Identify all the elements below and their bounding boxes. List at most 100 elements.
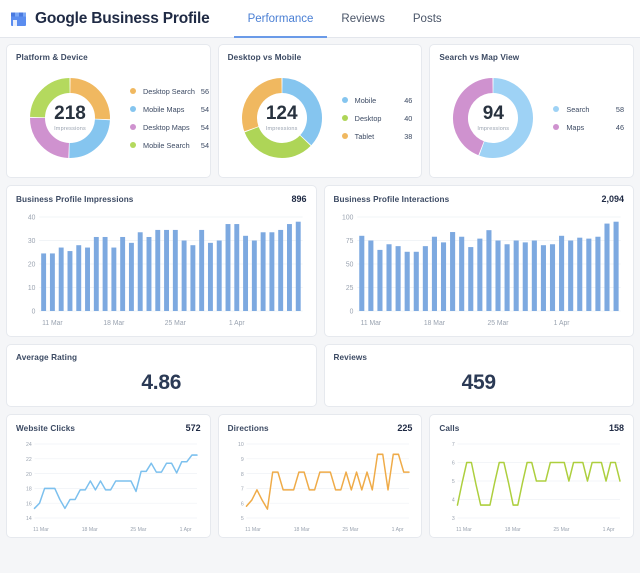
- platform-device-donut-chart: 218 Impressions: [22, 70, 118, 166]
- legend-value: 54: [200, 122, 210, 132]
- card-total-directions: 225: [397, 423, 413, 433]
- legend-label: Tablet: [354, 131, 375, 141]
- legend-search-vs-map: Search 58 Maps 46: [541, 105, 624, 132]
- card-title-search-vs-map-view: Search vs Map View: [439, 53, 520, 62]
- donut-row: Platform & Device 218 Impressions Deskto…: [6, 44, 635, 178]
- svg-text:18 Mar: 18 Mar: [505, 527, 521, 533]
- card-title-website-clicks: Website Clicks: [16, 424, 76, 433]
- tab-performance[interactable]: Performance: [233, 0, 328, 38]
- website-clicks-chart: 14 16 18 20 22 24 11 Mar 18 Mar 25 Mar 1 Apr: [16, 438, 201, 536]
- svg-text:100: 100: [342, 215, 353, 222]
- svg-text:25 Mar: 25 Mar: [165, 320, 187, 327]
- svg-text:24: 24: [26, 442, 32, 448]
- svg-text:1 Apr: 1 Apr: [391, 527, 403, 533]
- legend-item[interactable]: Mobile 46: [341, 95, 413, 105]
- svg-text:18 Mar: 18 Mar: [423, 320, 445, 327]
- svg-text:1 Apr: 1 Apr: [180, 527, 192, 533]
- svg-text:4: 4: [452, 498, 455, 504]
- svg-text:6: 6: [452, 461, 455, 467]
- svg-text:7: 7: [240, 486, 243, 492]
- main-tabs: Performance Reviews Posts: [233, 0, 456, 38]
- svg-text:5: 5: [452, 479, 455, 485]
- card-business-profile-interactions: Business Profile Interactions 2,094 0 25 5…: [323, 185, 634, 337]
- desktop-vs-mobile-donut-chart: 124 Impressions: [234, 70, 330, 166]
- svg-text:25 Mar: 25 Mar: [342, 527, 358, 533]
- svg-text:7: 7: [452, 442, 455, 448]
- card-title-calls: Calls: [439, 424, 460, 433]
- card-directions: Directions 225 5 6 7 8 9 10 11 Mar 18 Mar 25 Mar…: [217, 414, 423, 538]
- svg-text:1 Apr: 1 Apr: [553, 320, 569, 327]
- search-vs-map-donut-chart: 94 Impressions: [445, 70, 541, 166]
- legend-item[interactable]: Search 58: [553, 105, 624, 114]
- svg-text:18 Mar: 18 Mar: [293, 527, 309, 533]
- legend-item[interactable]: Tablet 38: [341, 131, 412, 141]
- legend-label: Mobile Search: [143, 140, 190, 150]
- average-rating-value: 4.86: [141, 371, 182, 394]
- svg-text:75: 75: [345, 238, 353, 245]
- card-total-impressions: 896: [291, 194, 307, 204]
- legend-dot-icon: [130, 142, 136, 148]
- card-title-average-rating: Average Rating: [16, 353, 78, 362]
- svg-text:16: 16: [26, 501, 32, 507]
- svg-text:11 Mar: 11 Mar: [33, 527, 49, 533]
- legend-item[interactable]: Desktop 40: [341, 113, 413, 123]
- svg-text:6: 6: [240, 501, 243, 507]
- svg-text:3: 3: [452, 516, 455, 522]
- legend-item[interactable]: Maps 46: [553, 123, 624, 132]
- bar-chart-row: Business Profile Impressions 896 0 10 20 30…: [6, 185, 634, 337]
- svg-text:18: 18: [26, 486, 32, 492]
- svg-text:11 Mar: 11 Mar: [456, 527, 472, 533]
- svg-text:11 Mar: 11 Mar: [245, 527, 261, 533]
- svg-text:10: 10: [28, 285, 36, 292]
- tab-posts[interactable]: Posts: [412, 12, 442, 25]
- card-average-rating: Average Rating 4.86: [6, 344, 317, 407]
- card-business-profile-impressions: Business Profile Impressions 896 0 10 20 30…: [6, 185, 317, 337]
- legend-value: 46: [404, 95, 413, 105]
- svg-text:10: 10: [238, 442, 244, 448]
- card-title-directions: Directions: [227, 424, 269, 433]
- card-search-vs-map-view: Search vs Map View 94 Impressions Search…: [429, 44, 635, 178]
- svg-text:14: 14: [26, 516, 32, 522]
- app-header: Google Business Profile Performance Revi…: [0, 0, 640, 38]
- legend-item[interactable]: Desktop Search 56: [130, 87, 209, 96]
- legend-platform-device: Desktop Search 56 Mobile Maps 54 Desktop…: [118, 87, 209, 150]
- card-total-calls: 158: [608, 423, 625, 433]
- tab-reviews[interactable]: Reviews: [341, 12, 385, 25]
- legend-dot-icon: [553, 124, 560, 130]
- svg-text:50: 50: [345, 262, 353, 269]
- svg-text:0: 0: [349, 309, 353, 316]
- legend-label: Mobile: [354, 95, 377, 105]
- legend-label: Desktop Maps: [143, 122, 190, 132]
- legend-label: Maps: [566, 122, 585, 132]
- card-title-interactions: Business Profile Interactions: [333, 195, 450, 204]
- legend-desktop-vs-mobile: Mobile 46 Desktop 40 Tablet 38: [330, 95, 413, 141]
- dashboard-body: Platform & Device 218 Impressions Deskto…: [0, 38, 640, 538]
- line-chart-row: Website Clicks 572 14 16 18 20 22 24 11 Mar 18 …: [6, 414, 635, 538]
- card-website-clicks: Website Clicks 572 14 16 18 20 22 24 11 Mar 18 …: [6, 414, 211, 538]
- card-desktop-vs-mobile: Desktop vs Mobile 124 Impressions Mobile…: [217, 44, 423, 178]
- brand: Google Business Profile: [10, 10, 210, 28]
- business-profile-interactions-chart: 0 25 50 75 100 11 Mar 18 Mar 25 Mar 1 Apr: [334, 211, 625, 331]
- svg-text:22: 22: [26, 457, 32, 463]
- legend-item[interactable]: Mobile Search 54: [130, 141, 209, 150]
- legend-value: 46: [615, 122, 625, 132]
- stat-row: Average Rating 4.86 Reviews 459: [6, 344, 634, 407]
- legend-value: 40: [404, 113, 413, 123]
- svg-text:0: 0: [32, 309, 36, 316]
- card-total-interactions: 2,094: [601, 194, 624, 204]
- card-calls: Calls 158 3 4 5 6 7 11 Mar 18 Mar 25 Mar 1 Apr: [429, 414, 635, 538]
- card-title-desktop-vs-mobile: Desktop vs Mobile: [227, 53, 302, 62]
- legend-value: 54: [200, 140, 210, 150]
- reviews-value: 459: [461, 371, 496, 394]
- google-business-storefront-icon: [10, 10, 27, 27]
- legend-item[interactable]: Desktop Maps 54: [130, 123, 209, 132]
- svg-text:18 Mar: 18 Mar: [82, 527, 98, 533]
- card-title-impressions: Business Profile Impressions: [16, 195, 134, 204]
- card-platform-device: Platform & Device 218 Impressions Deskto…: [6, 44, 211, 178]
- legend-item[interactable]: Mobile Maps 54: [130, 105, 209, 114]
- svg-text:18 Mar: 18 Mar: [103, 320, 125, 327]
- card-title-reviews: Reviews: [333, 353, 367, 362]
- legend-value: 56: [200, 86, 210, 96]
- directions-chart: 5 6 7 8 9 10 11 Mar 18 Mar 25 Mar 1 Apr: [228, 438, 413, 536]
- legend-dot-icon: [341, 115, 348, 121]
